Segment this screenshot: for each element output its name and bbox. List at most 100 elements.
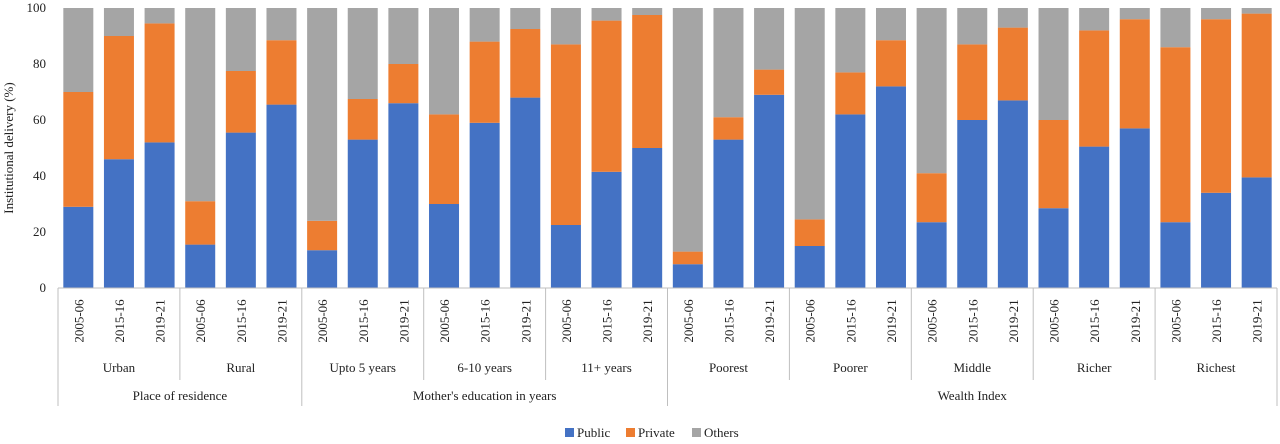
bar-segment-public	[63, 206, 94, 288]
bar-segment-others	[1079, 8, 1110, 31]
bar-segment-public	[429, 204, 460, 288]
legend-swatch-public	[565, 428, 574, 437]
bar-segment-public	[307, 250, 338, 288]
x-tick-label: 2005-06	[437, 299, 452, 343]
bar-segment-private	[510, 29, 541, 98]
bar-segment-private	[835, 72, 866, 115]
bar-segment-others	[144, 8, 175, 24]
bar-segment-public	[957, 120, 988, 288]
bar-segment-public	[997, 100, 1028, 289]
bar-segment-others	[713, 8, 744, 118]
bar-segment-public	[794, 246, 825, 288]
bar-segment-public	[225, 132, 256, 288]
x-tick-label: 2005-06	[1168, 299, 1183, 343]
x-tick-label: 2005-06	[71, 299, 86, 343]
bar-segment-others	[469, 8, 500, 42]
bars	[63, 8, 1272, 289]
bar-segment-others	[997, 8, 1028, 28]
bar-segment-private	[388, 64, 419, 104]
bar-segment-public	[1038, 208, 1069, 288]
bar-segment-others	[266, 8, 297, 41]
bar-segment-public	[469, 122, 500, 288]
bar-segment-public	[388, 103, 419, 288]
bar-segment-others	[1201, 8, 1232, 20]
bar-segment-private	[1160, 47, 1191, 223]
x-tick-label: 2015-16	[721, 299, 736, 343]
bar-segment-private	[1079, 30, 1110, 147]
group-label: Upto 5 years	[330, 360, 396, 375]
bar-segment-public	[510, 97, 541, 288]
bar-segment-private	[997, 27, 1028, 101]
x-tick-label: 2015-16	[600, 299, 615, 343]
x-tick-label: 2015-16	[1209, 299, 1224, 343]
bar-segment-private	[875, 40, 906, 87]
bar-segment-private	[185, 201, 216, 245]
bar-segment-private	[632, 15, 663, 148]
legend-swatch-private	[626, 428, 635, 437]
bar-segment-private	[1038, 120, 1069, 209]
x-tick-label: 2015-16	[356, 299, 371, 343]
y-tick-label: 80	[33, 56, 46, 71]
bar-segment-others	[550, 8, 581, 45]
bar-segment-public	[1079, 146, 1110, 288]
bar-segment-others	[591, 8, 622, 21]
group-label: Richer	[1077, 360, 1112, 375]
x-axis: 2005-06 2015-16 2019-21 2005-06 2015-16 2019-…	[57, 287, 1278, 406]
x-tick-label: 2005-06	[559, 299, 574, 343]
legend-label-public: Public	[577, 425, 610, 440]
bar-segment-others	[429, 8, 460, 115]
bar-segment-public	[632, 148, 663, 288]
bar-segment-public	[347, 139, 378, 288]
group-label: Urban	[103, 360, 136, 375]
group-label: 11+ years	[581, 360, 632, 375]
bar-segment-others	[388, 8, 419, 64]
bar-segment-private	[550, 44, 581, 226]
bar-segment-private	[672, 251, 703, 265]
bar-segment-private	[469, 41, 500, 123]
bar-segment-private	[103, 36, 134, 160]
y-tick-label: 100	[27, 0, 47, 15]
bar-segment-public	[754, 94, 785, 288]
bar-segment-others	[835, 8, 866, 73]
bar-segment-others	[1160, 8, 1191, 48]
x-tick-label: 2015-16	[478, 299, 493, 343]
y-axis-label: Institutional delivery (%)	[1, 82, 16, 213]
group-label: Poorest	[709, 360, 748, 375]
x-tick-label: 2019-21	[762, 299, 777, 342]
x-tick-label: 2019-21	[640, 299, 655, 342]
x-tick-label: 2019-21	[1250, 299, 1265, 342]
x-tick-label: 2015-16	[112, 299, 127, 343]
bar-segment-others	[185, 8, 216, 202]
bar-segment-private	[225, 71, 256, 133]
bar-segment-private	[307, 220, 338, 251]
x-tick-label: 2005-06	[1047, 299, 1062, 343]
bar-segment-public	[1160, 222, 1191, 288]
y-tick-label: 20	[33, 224, 46, 239]
bar-segment-others	[794, 8, 825, 220]
legend-label-private: Private	[638, 425, 675, 440]
bar-segment-private	[754, 69, 785, 95]
bar-segment-public	[1241, 177, 1272, 288]
supergroup-label: Place of residence	[133, 388, 228, 403]
bar-segment-public	[185, 244, 216, 288]
bar-segment-private	[144, 23, 175, 143]
legend-swatch-others	[692, 428, 701, 437]
bar-segment-private	[957, 44, 988, 120]
supergroup-label: Mother's education in years	[413, 388, 557, 403]
legend-label-others: Others	[704, 425, 739, 440]
y-axis-ticks: 0 20 40 60 80 100	[27, 0, 47, 295]
bar-segment-others	[632, 8, 663, 15]
x-tick-label: 2005-06	[193, 299, 208, 343]
bar-segment-public	[550, 225, 581, 288]
bar-segment-public	[713, 139, 744, 288]
group-label: Middle	[953, 360, 991, 375]
bar-segment-private	[266, 40, 297, 105]
bar-segment-others	[225, 8, 256, 71]
bar-segment-others	[1241, 8, 1272, 14]
bar-segment-private	[1201, 19, 1232, 193]
bar-segment-public	[144, 142, 175, 288]
group-label: Richest	[1197, 360, 1236, 375]
bar-segment-others	[307, 8, 338, 221]
supergroup-label: Wealth Index	[938, 388, 1008, 403]
